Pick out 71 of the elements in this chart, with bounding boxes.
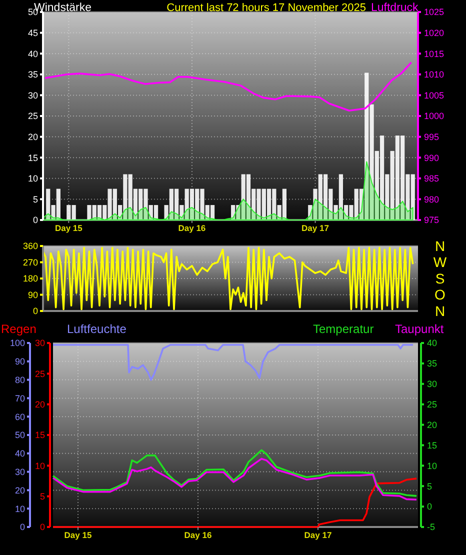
y-tick-label: 0 xyxy=(32,215,38,226)
x-tick-label: Day 17 xyxy=(302,223,330,233)
y-tick-label: 40 xyxy=(28,48,38,59)
y2-tick-label: 1005 xyxy=(424,90,444,100)
y2-tick-label: 1010 xyxy=(424,70,444,80)
y-tick-label: 5 xyxy=(32,194,38,204)
y-tick-label: 45 xyxy=(28,28,38,38)
line-series xyxy=(52,449,418,497)
text: S xyxy=(435,270,445,286)
y2-tick-label: 1020 xyxy=(424,28,444,38)
y-tick-label: 180 xyxy=(22,274,38,284)
y3-tick-label: 5 xyxy=(40,491,45,502)
line-series xyxy=(52,344,414,381)
line-series xyxy=(44,61,412,112)
y2-tick-label: 20 xyxy=(427,420,438,430)
y-tick-label: 10 xyxy=(14,504,25,514)
y2-tick-label: 995 xyxy=(424,132,440,142)
y-tick-label: 20 xyxy=(28,132,38,142)
y-tick-label: 90 xyxy=(28,290,38,300)
y-tick-label: 20 xyxy=(14,485,25,496)
y-tick-label: 360 xyxy=(22,241,38,252)
text: W xyxy=(433,254,448,270)
y-tick-label: 35 xyxy=(28,70,38,80)
y2-tick-label: 30 xyxy=(427,379,438,390)
y-tick-label: 0 xyxy=(20,522,25,532)
y-tick-label: 80 xyxy=(14,374,25,385)
line-series xyxy=(42,246,414,310)
text: Regen xyxy=(1,322,36,336)
y2-tick-label: 35 xyxy=(427,358,438,369)
y-tick-label: 30 xyxy=(14,466,25,477)
y2-tick-label: 990 xyxy=(424,152,440,163)
text: N xyxy=(434,302,446,319)
y3-tick-label: 0 xyxy=(40,522,45,532)
series-label: Luftfeuchte xyxy=(67,322,127,336)
text: Taupunkt xyxy=(395,322,444,336)
y2-tick-label: 985 xyxy=(424,174,440,184)
y-tick-label: 10 xyxy=(28,174,38,184)
x-tick-label: Day 17 xyxy=(304,530,332,540)
text: Temperatur xyxy=(313,322,374,336)
y2-tick-label: -5 xyxy=(427,522,436,532)
y2-axis-title: Luftdruck xyxy=(371,2,419,14)
text: N xyxy=(434,238,446,254)
y-tick-label: 40 xyxy=(14,448,25,459)
y-tick-label: 70 xyxy=(14,393,25,404)
y-tick-label: 25 xyxy=(28,111,38,122)
y-tick-label: 270 xyxy=(22,257,38,268)
y2-tick-label: 1015 xyxy=(424,48,444,59)
y2-tick-label: 975 xyxy=(424,215,440,226)
y2-tick-label: 5 xyxy=(427,481,432,492)
y-tick-label: 0 xyxy=(32,306,38,316)
x-tick-label: Day 15 xyxy=(64,530,92,540)
y2-tick-label: 10 xyxy=(427,460,438,471)
y2-tick-label: 15 xyxy=(427,440,438,450)
y-tick-label: 100 xyxy=(10,338,25,348)
y-tick-label: 60 xyxy=(14,412,25,422)
y-tick-label: 30 xyxy=(28,90,38,100)
y-tick-label: 90 xyxy=(14,356,25,367)
y2-tick-label: 980 xyxy=(424,194,440,204)
x-tick-label: Day 16 xyxy=(184,530,212,540)
y2-tick-label: 40 xyxy=(427,338,438,348)
y2-tick-label: 25 xyxy=(427,399,438,410)
text: O xyxy=(434,286,446,303)
chart-title: Current last 72 hours 17 November 2025 xyxy=(166,2,366,14)
y2-tick-label: 1000 xyxy=(424,111,444,122)
y-tick-label: 50 xyxy=(14,430,25,440)
x-tick-label: Day 16 xyxy=(178,223,206,233)
line-series xyxy=(52,458,418,501)
y-tick-label: 15 xyxy=(28,152,38,163)
y2-tick-label: 1025 xyxy=(424,7,444,18)
y2-tick-label: 0 xyxy=(427,502,432,512)
x-tick-label: Day 15 xyxy=(54,223,83,233)
